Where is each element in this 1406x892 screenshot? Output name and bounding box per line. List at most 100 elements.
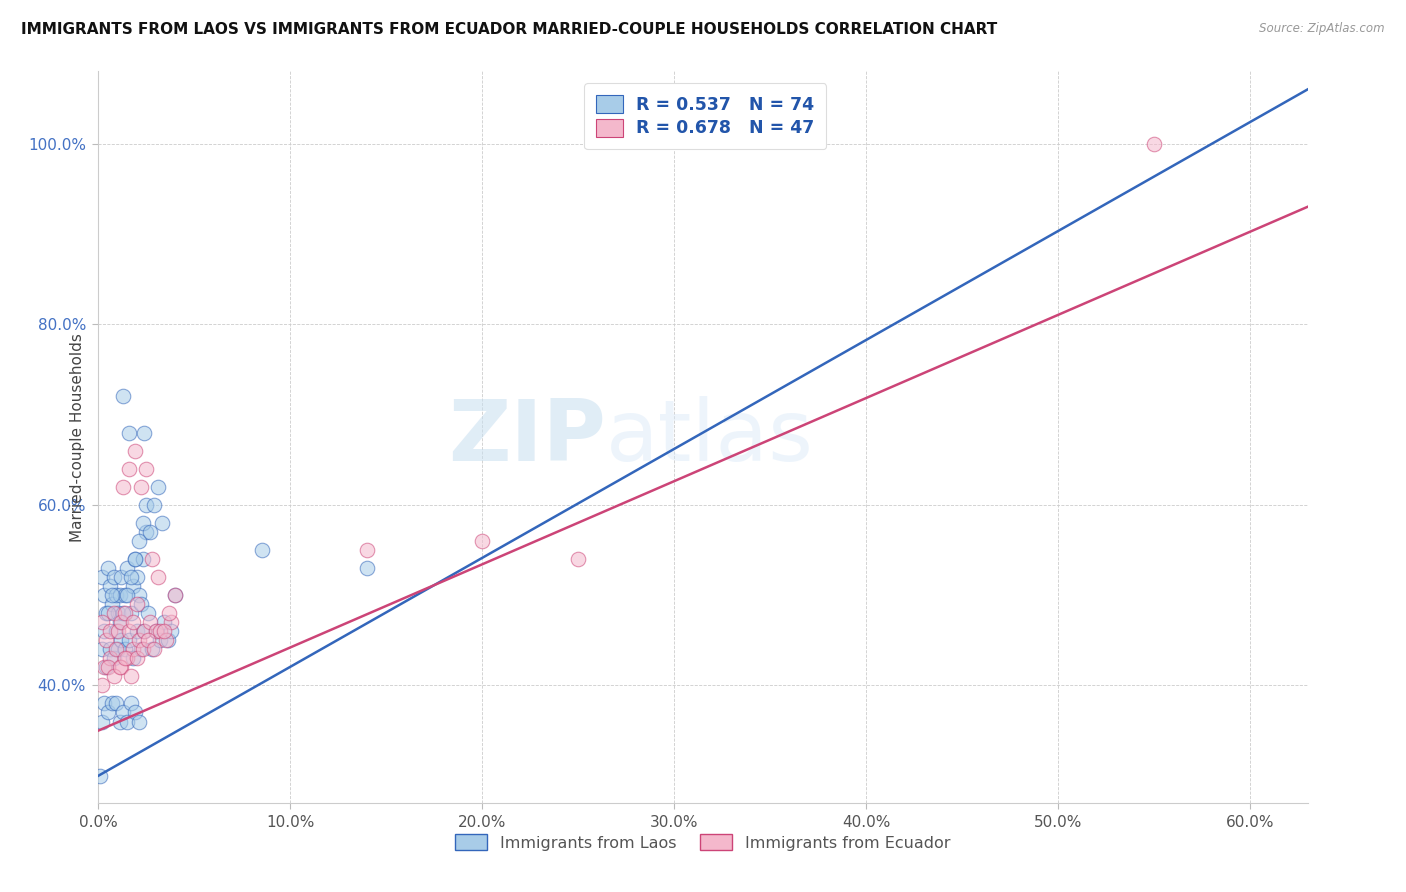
Point	[107, 624, 129, 639]
Point	[98, 642, 121, 657]
Point	[139, 524, 162, 539]
Point	[128, 714, 150, 729]
Point	[108, 660, 131, 674]
Point	[115, 651, 138, 665]
Legend: Immigrants from Laos, Immigrants from Ecuador: Immigrants from Laos, Immigrants from Ec…	[449, 828, 957, 857]
Point	[93, 624, 115, 639]
Point	[103, 651, 125, 665]
Point	[104, 642, 127, 657]
Point	[143, 498, 166, 512]
Point	[110, 660, 132, 674]
Point	[1143, 136, 1166, 151]
Point	[141, 552, 163, 566]
Y-axis label: Married-couple Households: Married-couple Households	[69, 333, 84, 541]
Point	[160, 624, 183, 639]
Point	[165, 588, 187, 602]
Point	[112, 389, 135, 403]
Point	[94, 633, 117, 648]
Point	[118, 624, 141, 639]
Point	[149, 633, 172, 648]
Point	[110, 615, 132, 630]
Point	[115, 714, 138, 729]
Point	[129, 642, 152, 657]
Point	[107, 642, 129, 657]
Point	[122, 579, 145, 593]
Point	[93, 588, 115, 602]
Point	[125, 624, 148, 639]
Point	[120, 570, 142, 584]
Point	[129, 480, 152, 494]
Point	[108, 714, 131, 729]
Point	[107, 606, 129, 620]
Point	[104, 588, 127, 602]
Point	[115, 561, 138, 575]
Point	[89, 769, 111, 783]
Text: IMMIGRANTS FROM LAOS VS IMMIGRANTS FROM ECUADOR MARRIED-COUPLE HOUSEHOLDS CORREL: IMMIGRANTS FROM LAOS VS IMMIGRANTS FROM …	[21, 22, 997, 37]
Point	[104, 624, 127, 639]
Point	[149, 624, 172, 639]
Text: atlas: atlas	[606, 395, 814, 479]
Point	[152, 615, 174, 630]
Point	[152, 624, 174, 639]
Point	[128, 588, 150, 602]
Point	[136, 606, 159, 620]
Point	[108, 588, 131, 602]
Point	[114, 642, 136, 657]
Point	[93, 697, 115, 711]
Point	[356, 543, 378, 558]
Point	[159, 606, 181, 620]
Point	[115, 588, 138, 602]
Text: ZIP: ZIP	[449, 395, 606, 479]
Point	[356, 561, 378, 575]
Point	[112, 480, 135, 494]
Point	[110, 570, 132, 584]
Point	[141, 642, 163, 657]
Point	[131, 516, 153, 530]
Point	[97, 606, 120, 620]
Point	[101, 597, 124, 611]
Point	[143, 642, 166, 657]
Point	[124, 552, 146, 566]
Point	[101, 697, 124, 711]
Point	[120, 669, 142, 683]
Point	[145, 624, 167, 639]
Point	[135, 524, 157, 539]
Point	[125, 597, 148, 611]
Point	[91, 570, 114, 584]
Point	[91, 615, 114, 630]
Point	[103, 570, 125, 584]
Point	[135, 461, 157, 475]
Point	[124, 706, 146, 720]
Point	[118, 633, 141, 648]
Point	[129, 597, 152, 611]
Point	[250, 543, 273, 558]
Point	[120, 606, 142, 620]
Point	[134, 425, 156, 440]
Point	[146, 570, 169, 584]
Point	[139, 615, 162, 630]
Point	[97, 561, 120, 575]
Point	[160, 615, 183, 630]
Point	[114, 588, 136, 602]
Point	[134, 624, 156, 639]
Point	[110, 633, 132, 648]
Point	[98, 579, 121, 593]
Point	[125, 570, 148, 584]
Point	[124, 552, 146, 566]
Point	[156, 633, 179, 648]
Point	[128, 633, 150, 648]
Point	[128, 533, 150, 548]
Point	[125, 651, 148, 665]
Point	[104, 697, 127, 711]
Point	[122, 615, 145, 630]
Point	[114, 606, 136, 620]
Point	[97, 660, 120, 674]
Point	[112, 706, 135, 720]
Text: Source: ZipAtlas.com: Source: ZipAtlas.com	[1260, 22, 1385, 36]
Point	[118, 461, 141, 475]
Point	[112, 606, 135, 620]
Point	[145, 624, 167, 639]
Point	[136, 633, 159, 648]
Point	[471, 533, 494, 548]
Point	[114, 651, 136, 665]
